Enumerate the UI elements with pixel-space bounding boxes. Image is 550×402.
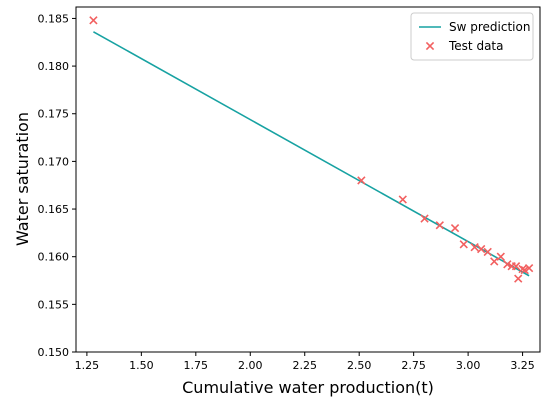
test-data-point xyxy=(435,221,444,230)
test-data-point xyxy=(520,265,529,275)
test-data-point xyxy=(470,243,479,252)
x-tick-label: 1.75 xyxy=(184,359,209,372)
x-tick-label: 1.25 xyxy=(75,359,100,372)
test-data-point xyxy=(514,274,523,283)
y-tick-label: 0.180 xyxy=(38,60,70,73)
x-tick-label: 2.75 xyxy=(401,359,426,372)
x-tick-label: 2.00 xyxy=(238,359,263,372)
y-axis-label: Water saturation xyxy=(13,112,32,246)
test-data-point xyxy=(511,262,521,271)
test-data-point xyxy=(496,252,505,261)
plot-frame xyxy=(75,6,541,353)
test-data-point xyxy=(503,260,512,269)
test-data-point xyxy=(518,264,527,274)
test-data-point xyxy=(483,247,492,257)
legend-box xyxy=(410,12,534,61)
x-axis-ticks: 1.25 1.50 1.75 2.00 2.25 2.50 2.75 3.00 3.25 xyxy=(75,352,535,372)
test-data-point xyxy=(490,257,499,266)
test-data-point xyxy=(524,263,534,273)
y-tick-label: 0.165 xyxy=(38,203,70,216)
legend: Sw prediction Test data xyxy=(410,12,534,61)
test-data-point xyxy=(357,176,366,185)
y-axis-ticks: 0.150 0.155 0.160 0.165 0.170 0.175 0.180 0.185 xyxy=(38,12,76,359)
plot-area xyxy=(75,6,541,353)
y-tick-label: 0.160 xyxy=(38,251,70,264)
y-tick-label: 0.155 xyxy=(38,298,70,311)
x-tick-label: 3.25 xyxy=(510,359,535,372)
legend-x-marker xyxy=(425,41,435,51)
y-tick-label: 0.175 xyxy=(38,108,70,121)
series-layer xyxy=(89,16,534,283)
x-tick-label: 2.50 xyxy=(347,359,372,372)
test-data-point xyxy=(450,223,460,233)
y-tick-label: 0.185 xyxy=(38,12,70,25)
y-tick-label: 0.170 xyxy=(38,155,70,168)
test-data-point xyxy=(420,214,429,223)
legend-label-test-data: Test data xyxy=(448,39,503,53)
y-tick-label: 0.150 xyxy=(38,346,70,359)
legend-label-prediction: Sw prediction xyxy=(449,20,530,34)
x-tick-label: 2.25 xyxy=(292,359,317,372)
x-tick-label: 1.50 xyxy=(129,359,154,372)
test-data-point xyxy=(459,240,468,249)
x-tick-label: 3.00 xyxy=(456,359,481,372)
legend-marker-sample xyxy=(425,41,435,51)
test-data-point xyxy=(398,195,407,204)
test-data-point xyxy=(477,244,486,254)
x-axis-label: Cumulative water production(t) xyxy=(182,378,434,397)
test-data-point xyxy=(89,16,98,25)
prediction-line xyxy=(93,31,530,277)
